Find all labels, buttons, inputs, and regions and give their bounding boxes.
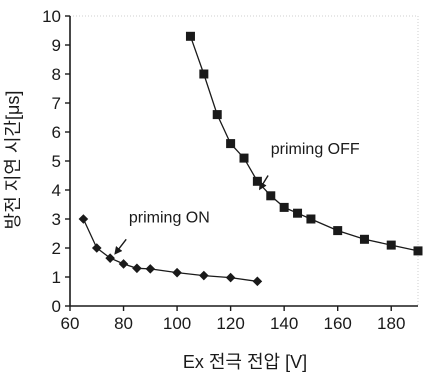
data-point bbox=[199, 69, 209, 79]
y-tick-label: 8 bbox=[52, 65, 61, 84]
y-tick-label: 0 bbox=[52, 297, 61, 316]
data-point bbox=[359, 234, 369, 244]
x-tick-label: 160 bbox=[324, 314, 352, 333]
data-point bbox=[91, 243, 102, 253]
y-tick-label: 3 bbox=[52, 210, 61, 229]
series-label: priming ON bbox=[129, 209, 210, 226]
series-line bbox=[82, 218, 258, 283]
annotation: priming ON bbox=[114, 209, 210, 255]
x-tick-label: 100 bbox=[163, 314, 191, 333]
series-layer bbox=[78, 31, 423, 287]
data-point bbox=[172, 267, 182, 278]
axes: 0 1 2 3 4 5 6 7 8 9 10 60 80 100 120 140 160 180 bbox=[42, 7, 419, 333]
data-point bbox=[333, 226, 343, 236]
data-point bbox=[78, 214, 89, 224]
x-tick-label: 80 bbox=[114, 314, 133, 333]
data-point bbox=[226, 139, 236, 149]
y-tick-label: 6 bbox=[52, 123, 61, 142]
x-axis-label: Ex 전극 전압 [V] bbox=[183, 352, 307, 372]
data-point bbox=[279, 202, 289, 212]
data-point bbox=[132, 263, 142, 274]
x-tick-label: 140 bbox=[270, 314, 298, 333]
data-point bbox=[386, 240, 396, 250]
data-point bbox=[199, 270, 209, 281]
x-tick-label: 60 bbox=[61, 314, 80, 333]
annotations: priming OFF priming ON bbox=[114, 141, 360, 255]
series-priming-on bbox=[78, 214, 263, 287]
data-point bbox=[252, 176, 262, 186]
y-tick-label: 1 bbox=[52, 268, 61, 287]
data-point bbox=[105, 253, 115, 263]
y-tick-label: 2 bbox=[52, 239, 61, 258]
data-point bbox=[252, 276, 263, 287]
y-axis-label: 방전 지연 시간[μs] bbox=[3, 91, 23, 230]
y-tick-label: 10 bbox=[42, 7, 61, 26]
x-tick-label: 120 bbox=[216, 314, 244, 333]
data-point bbox=[145, 264, 156, 274]
data-point bbox=[212, 110, 222, 120]
data-point bbox=[225, 272, 236, 283]
data-point bbox=[266, 191, 276, 201]
series-priming-off bbox=[185, 31, 423, 256]
y-tick-label: 5 bbox=[52, 152, 61, 171]
x-tick-label: 180 bbox=[377, 314, 405, 333]
data-point bbox=[413, 246, 423, 256]
series-label: priming OFF bbox=[271, 141, 360, 158]
data-point bbox=[118, 259, 129, 269]
data-point bbox=[185, 31, 195, 41]
annotation-arrow bbox=[259, 175, 269, 191]
annotation: priming OFF bbox=[259, 141, 360, 191]
y-tick-label: 7 bbox=[52, 94, 61, 113]
y-tick-label: 4 bbox=[52, 181, 61, 200]
data-point bbox=[306, 214, 316, 224]
annotation-arrow bbox=[114, 238, 127, 255]
data-point bbox=[293, 208, 303, 218]
data-point bbox=[239, 153, 249, 163]
y-tick-label: 9 bbox=[52, 36, 61, 55]
